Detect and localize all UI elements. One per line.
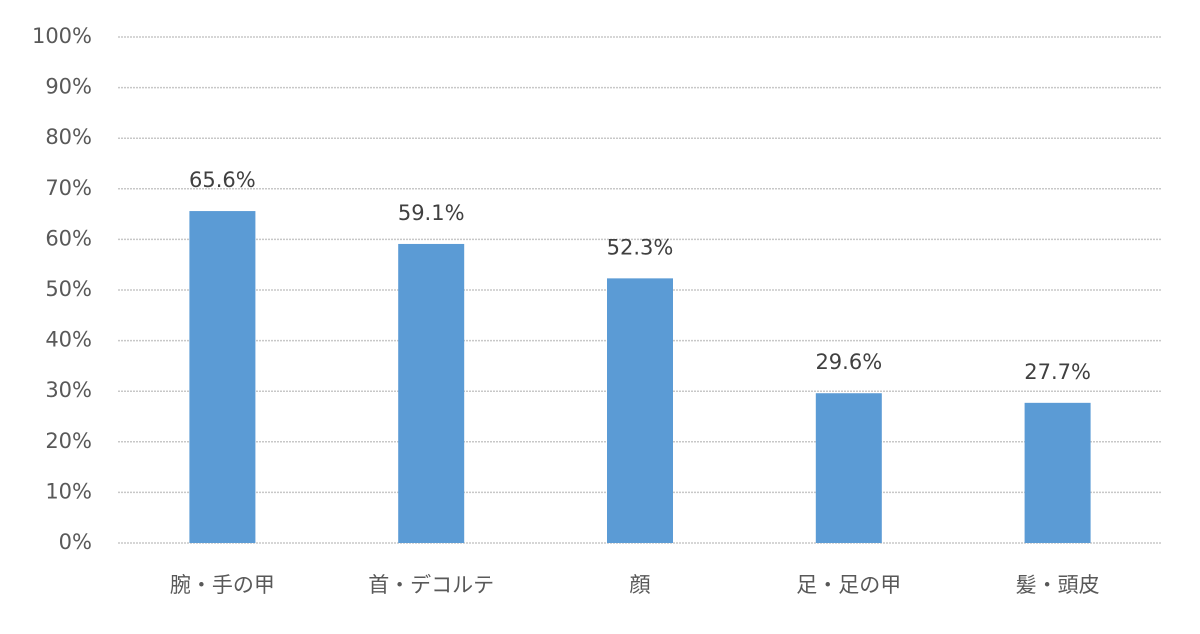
bar <box>607 278 673 543</box>
x-tick-label: 顔 <box>630 573 651 597</box>
data-label: 52.3% <box>607 235 674 259</box>
bar <box>398 243 465 544</box>
y-tick-label: 10% <box>45 479 92 503</box>
y-tick-label: 60% <box>45 226 92 250</box>
data-label: 65.6% <box>189 168 256 192</box>
data-label: 59.1% <box>398 201 465 225</box>
bar <box>189 211 256 543</box>
bar <box>1024 402 1091 543</box>
x-tick-label: 髪・頭皮 <box>1016 573 1100 597</box>
bar <box>815 393 882 543</box>
x-tick-label: 首・デコルテ <box>368 573 494 597</box>
data-label: 27.7% <box>1024 360 1091 384</box>
y-tick-label: 80% <box>45 125 92 149</box>
y-tick-label: 50% <box>45 277 92 301</box>
x-tick-label: 足・足の甲 <box>796 573 901 597</box>
data-label: 29.6% <box>815 350 882 374</box>
y-tick-label: 90% <box>45 75 92 99</box>
y-tick-label: 0% <box>59 530 92 554</box>
y-tick-label: 100% <box>32 24 92 48</box>
y-tick-label: 20% <box>45 429 92 453</box>
y-tick-label: 30% <box>45 378 92 402</box>
y-tick-label: 40% <box>45 328 92 352</box>
y-tick-label: 70% <box>45 176 92 200</box>
x-tick-label: 腕・手の甲 <box>170 573 275 597</box>
